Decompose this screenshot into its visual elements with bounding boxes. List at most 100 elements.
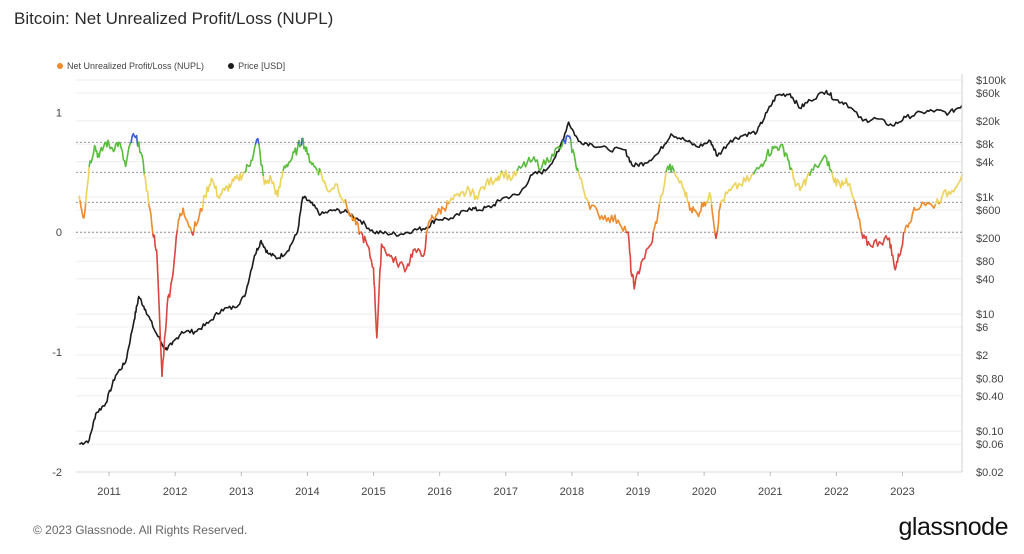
copyright-notice: © 2023 Glassnode. All Rights Reserved. <box>33 523 248 537</box>
nupl-line-segment <box>490 176 494 186</box>
left-axis-tick-label: 0 <box>56 227 62 239</box>
nupl-line-segment <box>158 309 161 336</box>
x-axis-tick-label: 2020 <box>692 486 716 498</box>
x-axis-tick-label: 2016 <box>427 486 451 498</box>
nupl-line-segment <box>638 267 642 275</box>
right-axis-tick-label: $0.02 <box>976 467 1004 479</box>
nupl-line-segment <box>871 240 876 248</box>
x-axis-tick-label: 2023 <box>890 486 914 498</box>
nupl-line-segment <box>307 153 311 163</box>
nupl-line-segment <box>910 213 914 222</box>
nupl-line-segment <box>305 146 309 156</box>
nupl-line-segment <box>549 153 553 162</box>
nupl-line-segment <box>169 282 172 292</box>
nupl-line-segment <box>791 169 795 180</box>
x-axis-tick-label: 2011 <box>97 486 121 498</box>
nupl-line-segment <box>831 171 834 180</box>
right-axis-tick-label: $20k <box>976 116 1000 128</box>
nupl-line-segment <box>939 195 944 203</box>
nupl-line-segment <box>175 228 179 238</box>
nupl-line-segment <box>124 159 128 168</box>
nupl-line-segment <box>595 208 600 216</box>
legend-item-price[interactable]: Price [USD] <box>228 61 285 71</box>
nupl-line-segment <box>379 243 383 266</box>
nupl-line-segment <box>663 170 667 185</box>
nupl-line-segment <box>370 259 374 268</box>
nupl-line-segment <box>424 233 428 249</box>
nupl-line-segment <box>911 206 915 216</box>
x-axis-tick-label: 2014 <box>295 486 319 498</box>
nupl-line-segment <box>378 270 381 288</box>
nupl-line-segment <box>719 201 722 209</box>
nupl-line-segment <box>153 234 156 247</box>
nupl-line-segment <box>767 148 771 157</box>
nupl-line-segment <box>853 200 858 210</box>
nupl-line-segment <box>78 195 81 202</box>
nupl-line-segment <box>374 304 377 317</box>
nupl-line-segment <box>508 173 512 181</box>
nupl-line-segment <box>653 221 657 229</box>
nupl-line-segment <box>156 267 160 291</box>
nupl-line-segment <box>201 194 205 209</box>
right-axis-tick-label: $40 <box>976 274 994 286</box>
right-axis-tick-label: $8k <box>976 139 994 151</box>
legend-item-nupl[interactable]: Net Unrealized Profit/Loss (NUPL) <box>57 61 204 71</box>
price-series <box>78 89 963 446</box>
nupl-line-segment <box>252 147 256 156</box>
nupl-line-segment <box>426 222 430 230</box>
nupl-line-segment <box>121 150 125 161</box>
nupl-line-segment <box>785 153 789 161</box>
nupl-line-segment <box>901 231 905 246</box>
nupl-line-segment <box>336 183 340 193</box>
nupl-line-segment <box>164 318 168 333</box>
nupl-line-segment <box>182 207 186 217</box>
nupl-line-segment <box>374 315 378 330</box>
nupl-line-segment <box>890 244 893 256</box>
nupl-line-segment <box>155 249 159 269</box>
nupl-line-segment <box>261 164 265 178</box>
nupl-line-segment <box>373 286 377 307</box>
nupl-line-segment <box>651 230 655 243</box>
nupl-line-segment <box>764 153 768 162</box>
nupl-line-segment <box>259 151 262 166</box>
nupl-line-segment <box>569 139 573 154</box>
right-axis-tick-label: $0.06 <box>976 439 1004 451</box>
x-axis-tick-label: 2018 <box>560 486 584 498</box>
nupl-line-segment <box>176 219 180 231</box>
price-line <box>78 89 963 446</box>
nupl-line-segment <box>256 137 260 145</box>
nupl-line-segment <box>258 143 261 153</box>
nupl-line-segment <box>655 213 659 224</box>
nupl-line-segment <box>629 255 632 272</box>
nupl-line-segment <box>623 225 628 234</box>
right-axis-tick-label: $600 <box>976 205 1000 217</box>
nupl-line-segment <box>150 213 153 228</box>
nupl-line-segment <box>174 235 178 252</box>
right-axis-tick-label: $4k <box>976 157 994 169</box>
nupl-line-segment <box>657 202 661 216</box>
nupl-line-segment <box>439 206 443 215</box>
nupl-line-segment <box>189 226 193 233</box>
nupl-line-segment <box>418 249 423 257</box>
nupl-line-segment <box>717 210 720 225</box>
legend-label-nupl: Net Unrealized Profit/Loss (NUPL) <box>67 61 205 71</box>
right-axis-tick-label: $200 <box>976 233 1000 245</box>
nupl-line-segment <box>84 191 88 204</box>
nupl-line-segment <box>788 160 791 171</box>
nupl-line-segment <box>716 222 720 232</box>
nupl-line-segment <box>138 141 141 153</box>
right-axis-tick-label: $80 <box>976 256 994 268</box>
nupl-line-segment <box>809 168 813 176</box>
nupl-line-segment <box>680 180 684 189</box>
chart-legend: Net Unrealized Profit/Loss (NUPL) Price … <box>57 61 285 71</box>
axes: $100k$60k$20k$8k$4k$1k$600$200$80$40$10$… <box>52 74 1006 498</box>
left-axis-tick-label: 1 <box>56 107 62 119</box>
nupl-line-segment <box>827 161 831 171</box>
nupl-line-segment <box>161 361 164 377</box>
nupl-line-segment <box>892 261 896 270</box>
nupl-line-segment <box>552 148 557 157</box>
nupl-line-segment <box>573 153 577 162</box>
nupl-line-segment <box>215 185 218 198</box>
nupl-line-segment <box>411 249 415 258</box>
